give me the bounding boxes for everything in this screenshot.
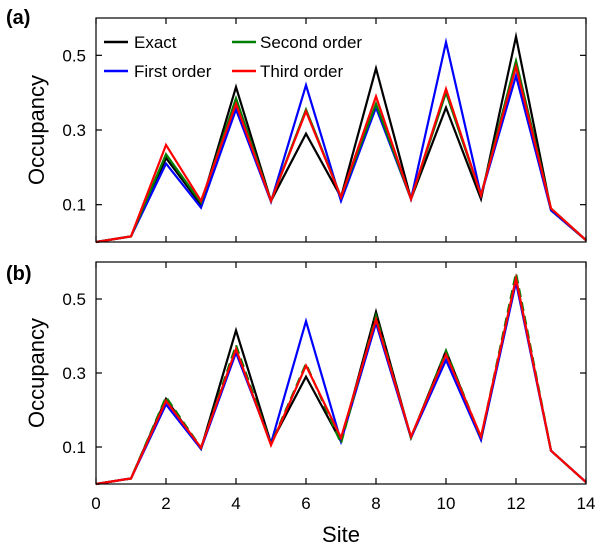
x-tick-label: 14 <box>577 494 596 513</box>
series-line-first-order <box>95 37 587 244</box>
x-tick-label: 6 <box>301 494 310 513</box>
panel-label: (a) <box>6 7 30 29</box>
y-tick-label: 0.1 <box>62 196 86 215</box>
series-line-second-order <box>95 267 587 486</box>
panel-0: 0.1 0.3 0.5 Occupancy (a) Exact Second order Fi… <box>6 7 587 244</box>
legend-entry: First order <box>134 62 212 81</box>
x-tick-label: 0 <box>91 494 100 513</box>
panel-label: (b) <box>6 263 32 285</box>
series-line-exact <box>95 273 587 486</box>
y-axis-label: Occupancy <box>24 318 49 428</box>
y-tick-label: 0.3 <box>62 121 86 140</box>
x-tick-label: 4 <box>231 494 240 513</box>
x-tick-label: 2 <box>161 494 170 513</box>
y-tick-label: 0.1 <box>62 438 86 457</box>
legend-entry: Third order <box>260 62 343 81</box>
y-tick-label: 0.5 <box>62 46 86 65</box>
series-line-third-order <box>95 273 587 486</box>
y-axis-label: Occupancy <box>24 75 49 185</box>
legend-entry: Second order <box>260 33 362 52</box>
legend-entry: Exact <box>134 33 177 52</box>
y-tick-label: 0.5 <box>62 290 86 309</box>
x-tick-label: 8 <box>371 494 380 513</box>
y-tick-label: 0.3 <box>62 364 86 383</box>
series-line-third-order <box>95 62 587 244</box>
x-tick-label: 10 <box>437 494 456 513</box>
panel-1: 0 2 4 6 8 10 12 14 0.1 0.3 0.5 Occupancy Site (b) <box>6 261 596 547</box>
series-line-first-order <box>95 277 587 486</box>
x-axis-label: Site <box>322 522 360 547</box>
legend: Exact Second order First order Third order <box>104 33 362 81</box>
x-tick-label: 12 <box>507 494 526 513</box>
